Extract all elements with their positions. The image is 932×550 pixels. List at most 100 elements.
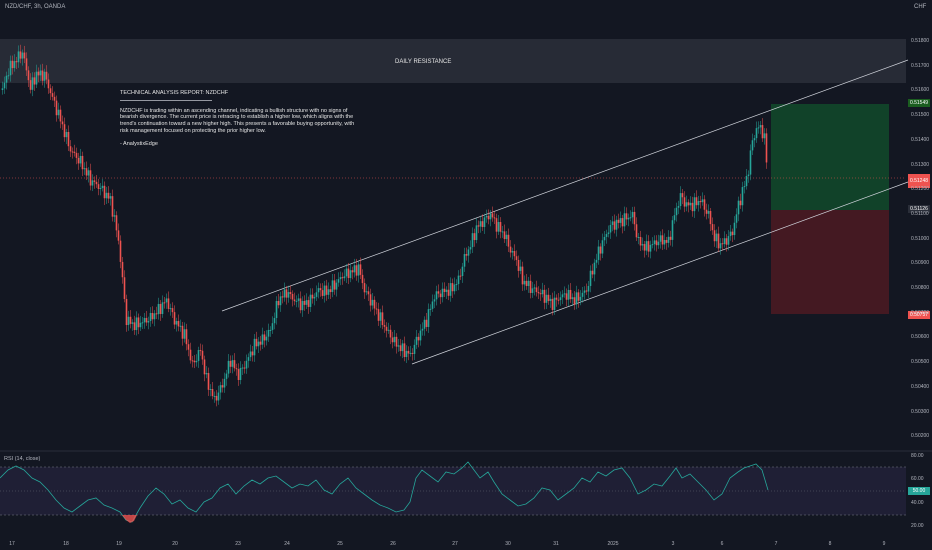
candle-body <box>503 231 506 240</box>
candle-body <box>151 312 154 320</box>
report-title: TECHNICAL ANALYSIS REPORT: NZDCHF <box>120 90 229 96</box>
candle-body <box>743 186 746 188</box>
candle-body <box>247 357 250 361</box>
candle-body <box>471 233 474 248</box>
candle-body <box>595 259 598 263</box>
candle-body <box>195 360 198 363</box>
candle-body <box>119 240 122 262</box>
date-tick: 17 <box>9 541 15 547</box>
candle-body <box>599 246 602 254</box>
candle-body <box>87 170 90 176</box>
date-tick: 24 <box>284 541 290 547</box>
date-tick: 27 <box>452 541 458 547</box>
candle-body <box>171 308 174 313</box>
candle-body <box>565 293 568 300</box>
candle-body <box>735 214 738 223</box>
candle-body <box>495 218 498 232</box>
candle-body <box>645 241 648 251</box>
candle-body <box>467 249 470 256</box>
rsi-tick: 40.00 <box>911 500 924 506</box>
candle-body <box>715 233 718 242</box>
channel-upper-line[interactable] <box>221 59 909 312</box>
candle-body <box>93 180 96 182</box>
candle-body <box>227 360 230 374</box>
candle-body <box>333 280 336 290</box>
candle-body <box>509 246 512 253</box>
candle-body <box>115 215 118 231</box>
date-tick: 20 <box>172 541 178 547</box>
candle-body <box>655 240 658 246</box>
candle-body <box>75 152 78 158</box>
candle-body <box>513 251 516 257</box>
candle-body <box>299 298 302 311</box>
candle-body <box>499 222 502 232</box>
candle-body <box>351 270 354 273</box>
candle-body <box>577 292 580 301</box>
candle-body <box>25 58 28 71</box>
profit-zone[interactable] <box>771 104 889 210</box>
candle-body <box>273 318 276 324</box>
candle-body <box>289 292 292 295</box>
entry-price-badge-bg <box>908 205 930 213</box>
candle-body <box>369 294 372 306</box>
candle-body <box>497 222 500 232</box>
analysis-report: TECHNICAL ANALYSIS REPORT: NZDCHF NZDCHF… <box>120 90 360 147</box>
candle-body <box>707 210 710 214</box>
candle-body <box>487 215 490 220</box>
candle-body <box>669 236 672 240</box>
candle-body <box>113 215 116 217</box>
candle-body <box>721 243 724 245</box>
candle-body <box>53 96 56 101</box>
candle-body <box>647 241 650 252</box>
date-tick: 18 <box>63 541 69 547</box>
symbol-title[interactable]: NZD/CHF, 3h, OANDA <box>5 4 66 10</box>
candle-body <box>169 308 172 310</box>
loss-zone[interactable] <box>771 210 889 314</box>
candle-body <box>399 345 402 352</box>
rsi-oversold-fill <box>122 515 137 523</box>
candle-body <box>705 209 708 214</box>
candle-body <box>193 360 196 363</box>
candle-body <box>703 199 706 210</box>
candle-body <box>245 360 248 369</box>
candle-body <box>337 279 340 283</box>
candle-body <box>191 360 194 362</box>
candle-body <box>99 188 102 190</box>
candle-body <box>553 297 556 310</box>
candle-body <box>479 221 482 227</box>
candle-body <box>741 187 744 206</box>
rsi-indicator-title[interactable]: RSI (14, close) <box>4 456 41 462</box>
candle-body <box>615 219 618 230</box>
candle-body <box>77 157 80 164</box>
channel-lower-line[interactable] <box>411 181 909 365</box>
candle-body <box>423 319 426 329</box>
candle-body <box>651 244 654 246</box>
candle-body <box>307 300 310 307</box>
candle-body <box>81 155 84 170</box>
candle-body <box>681 193 684 198</box>
candle-body <box>29 80 32 90</box>
candle-body <box>231 360 234 367</box>
candle-body <box>603 236 606 241</box>
candle-body <box>765 133 768 163</box>
candle-body <box>419 330 422 341</box>
candle-body <box>409 352 412 354</box>
candle-body <box>713 230 716 242</box>
candle-body <box>501 231 504 233</box>
candle-body <box>285 289 288 298</box>
candle-body <box>33 77 36 85</box>
daily-resistance-zone[interactable] <box>0 39 906 83</box>
candle-body <box>629 217 632 219</box>
candle-body <box>207 373 210 390</box>
candle-body <box>665 240 668 243</box>
candle-body <box>89 170 92 186</box>
candle-body <box>281 296 284 298</box>
candle-body <box>61 121 64 125</box>
candle-body <box>79 155 82 164</box>
candle-body <box>659 235 662 242</box>
candle-body <box>401 343 404 352</box>
candle-body <box>523 280 526 285</box>
candle-body <box>329 289 332 293</box>
entry-price-badge: 0.51126 <box>910 206 928 212</box>
